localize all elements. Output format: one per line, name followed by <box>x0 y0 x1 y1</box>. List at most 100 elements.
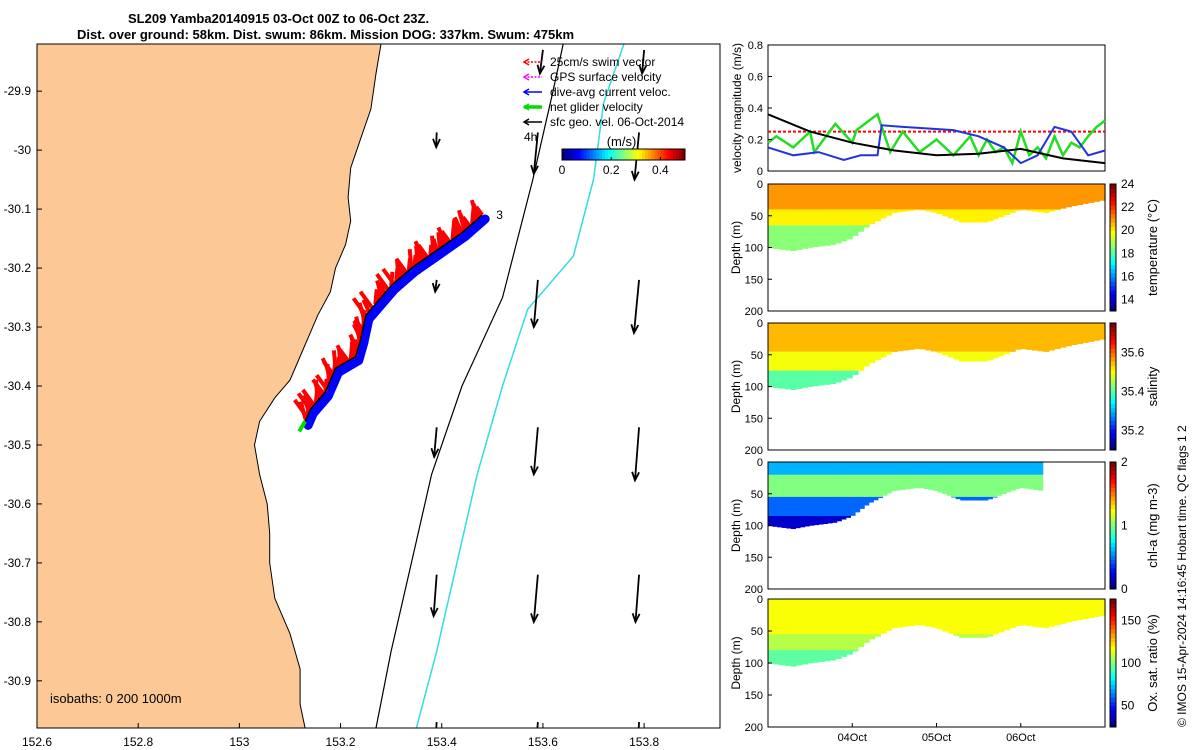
section-data-cell <box>1048 599 1056 627</box>
section-data-cell <box>880 184 887 210</box>
section-data-cell <box>1028 462 1035 476</box>
section-data-cell <box>854 496 861 513</box>
section-colorbar-cell <box>1110 684 1116 690</box>
section-data-cell <box>824 351 831 372</box>
swim-vector <box>305 399 312 416</box>
section-data-cell <box>1031 184 1039 210</box>
section-data-cell <box>996 474 1003 496</box>
section-data-cell <box>790 634 797 651</box>
legend-label: 25cm/s swim vector <box>550 55 655 69</box>
section-data-cell <box>1006 474 1012 493</box>
section-data-cell <box>1060 599 1067 624</box>
section-colorbar-label: salinity <box>1145 366 1160 406</box>
section-data-cell <box>807 184 814 210</box>
section-data-cell <box>1076 323 1084 344</box>
section-data-cell <box>859 462 865 476</box>
swim-vector <box>298 401 308 421</box>
section-colorbar-cell <box>1110 616 1116 621</box>
section-data-cell <box>958 634 966 638</box>
section-data-cell <box>779 599 786 635</box>
section-data-cell <box>983 462 989 476</box>
section-colorbar-tick-label: 35.4 <box>1121 384 1145 398</box>
section-colorbar-cell <box>1110 382 1116 387</box>
isobath-1000m-line <box>415 44 625 728</box>
section-data-cell <box>978 496 984 501</box>
section-data-cell <box>1020 209 1027 211</box>
section-data-cell <box>784 634 792 651</box>
section-colorbar-tick-label: 150 <box>1121 613 1141 627</box>
velocity-y-tick-label: 0.6 <box>748 72 763 84</box>
section-colorbar-cell <box>1110 348 1116 354</box>
section-data-cell <box>790 496 797 517</box>
geo-velocity-arrow <box>435 132 438 148</box>
section-data-cell <box>824 323 831 352</box>
section-data-cell <box>908 599 915 627</box>
map-colorbar-title: (m/s) <box>607 134 637 149</box>
section-data-cell <box>973 474 980 498</box>
section-colorbar-cell <box>1110 462 1116 467</box>
section-data-cell <box>864 496 870 506</box>
section-data-cell <box>768 323 775 352</box>
section-colorbar-cell <box>1110 243 1116 248</box>
section-data-cell <box>812 323 820 352</box>
section-data-cell <box>841 209 848 226</box>
section-data-cell <box>925 209 932 212</box>
section-data-cell <box>784 209 792 226</box>
section-colorbar-tick-label: 14 <box>1121 292 1135 306</box>
section-data-cell <box>947 209 954 219</box>
section-data-cell <box>1020 184 1027 210</box>
velocity-series-line <box>767 113 1106 165</box>
section-data-cell <box>1020 599 1027 626</box>
section-data-cell <box>1043 184 1050 210</box>
section-data-cell <box>786 474 792 498</box>
geo-velocity-arrowhead <box>530 613 539 625</box>
section-data-cell <box>829 370 836 385</box>
section-data-cell <box>768 634 775 651</box>
section-data-cell <box>796 323 803 352</box>
map-colorbar-tick-label: 0 <box>559 163 566 177</box>
section-data-cell <box>947 599 954 634</box>
section-data-cell <box>1071 599 1078 622</box>
section-colorbar-cell <box>1110 722 1116 728</box>
section-data-cell <box>1026 209 1033 211</box>
section-colorbar-cell <box>1110 424 1116 430</box>
geo-velocity-arrow <box>532 132 539 174</box>
section-data-cell <box>841 496 847 517</box>
section-data-cell <box>891 599 898 629</box>
section-data-cell <box>818 184 825 210</box>
section-data-cell <box>891 474 897 492</box>
section-data-cell <box>777 515 783 528</box>
section-data-cell <box>772 474 778 498</box>
section-data-cell <box>970 634 977 638</box>
section-colorbar-frame <box>1109 183 1117 312</box>
map-colorbar-cell <box>611 149 615 160</box>
section-data-cell <box>1015 462 1021 476</box>
section-colorbar-cell <box>1110 508 1116 514</box>
section-data-cell <box>880 599 887 634</box>
section-data-cell <box>852 351 859 372</box>
section-data-cell <box>818 225 825 247</box>
section-colorbar-cell <box>1110 718 1116 724</box>
section-data-cell <box>824 599 831 635</box>
section-colorbar-cell <box>1110 226 1116 232</box>
isobath-200m-line <box>375 44 564 728</box>
map-y-tick-label: -30.6 <box>4 497 32 511</box>
section-data-cell <box>914 474 920 489</box>
section-colorbar-cell <box>1110 420 1116 426</box>
section-data-cell <box>981 323 988 352</box>
section-data-cell <box>772 462 778 476</box>
section-data-cell <box>868 462 874 476</box>
section-data-cell <box>885 184 893 210</box>
section-data-cell <box>813 474 819 498</box>
section-colorbar-cell <box>1110 483 1116 488</box>
section-data-cell <box>835 634 842 651</box>
section-data-cell <box>1099 599 1106 616</box>
section-data-cell <box>835 184 842 210</box>
section-data-cell <box>790 599 797 635</box>
section-data-cell <box>796 184 803 210</box>
section-data-cell <box>846 599 853 635</box>
section-data-cell <box>930 599 938 628</box>
section-data-cell <box>1048 323 1056 351</box>
section-data-cell <box>829 323 836 352</box>
section-data-cell <box>987 323 994 352</box>
